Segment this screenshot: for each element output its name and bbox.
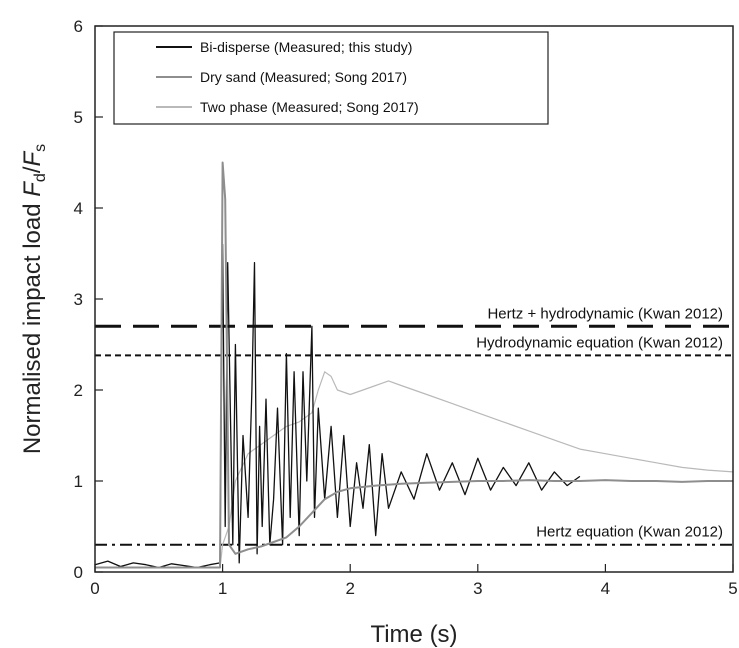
y-tick-label: 6 (74, 17, 83, 36)
y-axis-label-denominator-sub: s (32, 144, 49, 152)
x-axis-label: Time (s) (370, 621, 457, 648)
x-tick-label: 1 (218, 579, 227, 598)
x-tick-label: 2 (345, 579, 354, 598)
series-line-1 (94, 243, 581, 569)
x-tick-label: 0 (90, 579, 99, 598)
y-axis-ticks: 0 1 2 3 4 5 6 (74, 17, 103, 582)
y-axis-label-numerator: F (19, 181, 46, 197)
y-axis-label: Normalised impact load Fd/Fs (19, 144, 49, 454)
y-axis-label-numerator-sub: d (32, 173, 49, 182)
y-tick-label: 3 (74, 290, 83, 309)
y-tick-label: 2 (74, 381, 83, 400)
reference-line-label: Hertz + hydrodynamic (Kwan 2012) (487, 305, 723, 322)
reference-line-label: Hydrodynamic equation (Kwan 2012) (476, 334, 723, 351)
reference-line-labels: Hertz + hydrodynamic (Kwan 2012) Hydrodyn… (476, 305, 723, 540)
x-tick-label: 4 (601, 579, 610, 598)
series-lines (94, 161, 734, 569)
y-tick-label: 0 (74, 563, 83, 582)
y-tick-label: 5 (74, 108, 83, 127)
legend-entry-label: Bi-disperse (Measured; this study) (200, 39, 412, 55)
x-tick-label: 5 (728, 579, 737, 598)
series-line-2 (95, 161, 733, 569)
legend: Bi-disperse (Measured; this study) Dry sa… (113, 31, 549, 125)
reference-line-label: Hertz equation (Kwan 2012) (536, 524, 723, 541)
x-tick-label: 3 (473, 579, 482, 598)
y-tick-label: 1 (74, 472, 83, 491)
y-axis-label-denominator: F (19, 150, 46, 166)
y-tick-label: 4 (74, 199, 83, 218)
y-axis-label-text: Normalised impact load (19, 197, 46, 454)
y-axis-label-slash: / (19, 166, 46, 173)
legend-entry-label: Two phase (Measured; Song 2017) (200, 99, 419, 115)
x-axis-ticks: 0 1 2 3 4 5 (90, 564, 738, 598)
reference-lines (95, 324, 733, 546)
legend-entry-label: Dry sand (Measured; Song 2017) (200, 69, 407, 85)
